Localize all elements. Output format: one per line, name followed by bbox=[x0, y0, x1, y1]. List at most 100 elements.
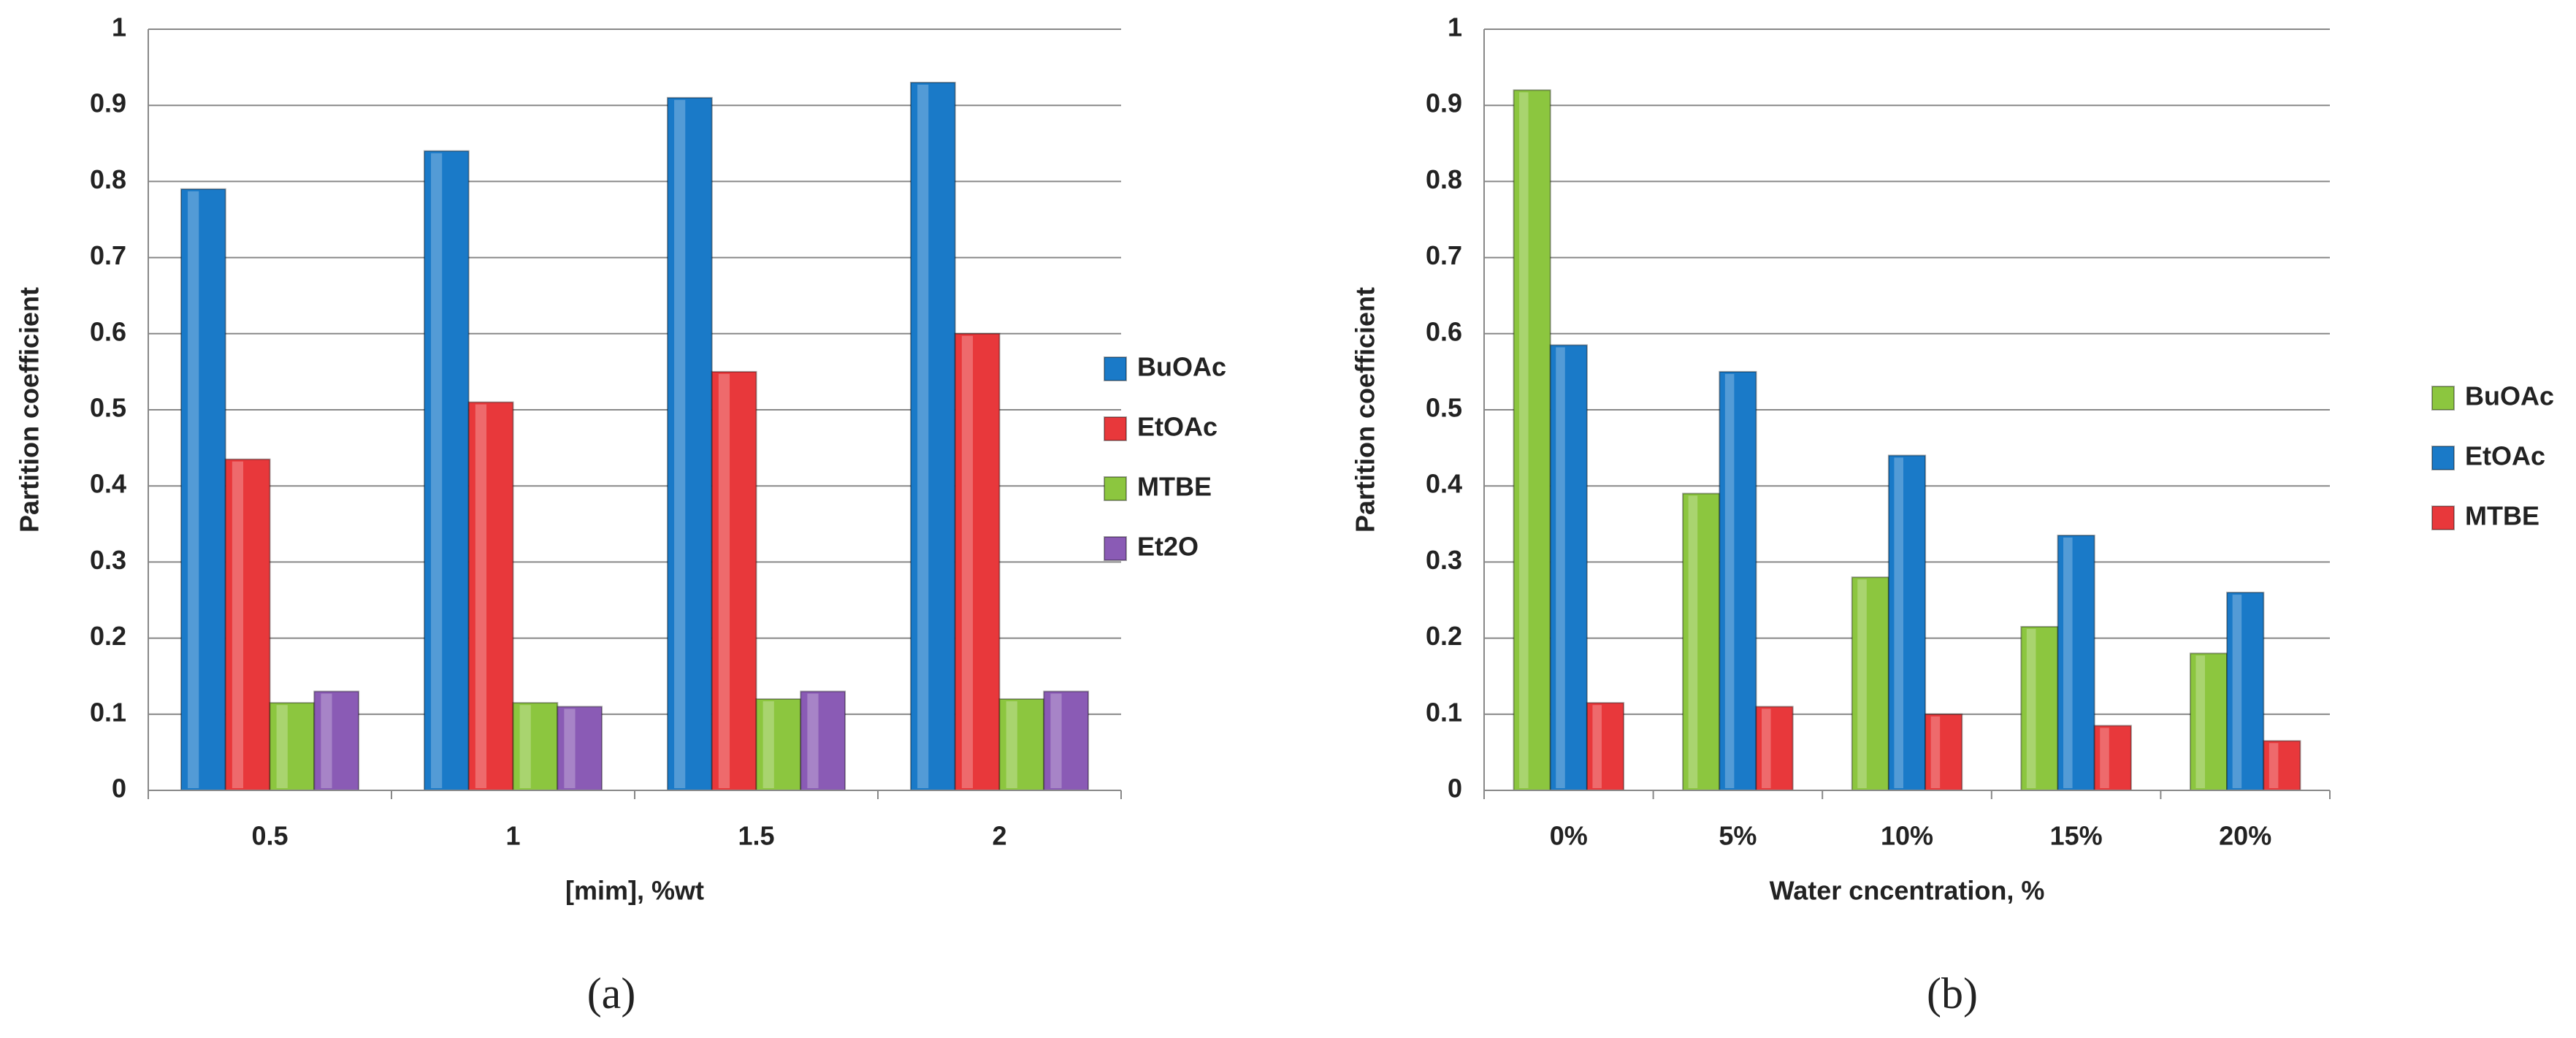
bar-shine bbox=[1050, 693, 1062, 788]
y-tick-label: 0.6 bbox=[90, 316, 126, 346]
legend-swatch bbox=[1104, 356, 1127, 381]
bar-shine bbox=[2195, 655, 2206, 788]
bar bbox=[269, 702, 316, 791]
y-tick-label: 0 bbox=[112, 774, 126, 804]
y-tick-label: 0.2 bbox=[90, 621, 126, 651]
bar-shine bbox=[1688, 495, 1698, 788]
bar bbox=[800, 690, 846, 791]
bar bbox=[467, 401, 514, 791]
y-tick-label: 0.9 bbox=[1426, 88, 1462, 118]
bar-shine bbox=[917, 84, 929, 788]
y-tick-label: 0.1 bbox=[1426, 697, 1462, 727]
x-tick-label: 1 bbox=[505, 821, 520, 851]
bar bbox=[512, 702, 559, 791]
legend-swatch bbox=[2431, 386, 2455, 411]
bar bbox=[666, 96, 713, 791]
bar bbox=[2263, 740, 2301, 792]
y-tick-label: 0.3 bbox=[90, 545, 126, 575]
y-tick-label: 0.8 bbox=[1426, 164, 1462, 194]
bar-shine bbox=[519, 705, 531, 788]
bar bbox=[1719, 370, 1757, 791]
bar-shine bbox=[2063, 537, 2073, 788]
bar-shine bbox=[1592, 705, 1602, 788]
caption: (b) bbox=[1927, 969, 1978, 1018]
bar-shine bbox=[718, 373, 730, 788]
x-tick-label: 0.5 bbox=[251, 821, 288, 851]
y-tick-label: 0.5 bbox=[90, 393, 126, 423]
y-tick-label: 0.4 bbox=[90, 469, 126, 499]
y-tick-label: 0 bbox=[1448, 774, 1462, 804]
bar-shine bbox=[1857, 579, 1867, 788]
y-axis-label: Partition coefficient bbox=[15, 287, 45, 533]
y-tick-label: 1 bbox=[112, 12, 126, 42]
legend-label: EtOAc bbox=[2465, 441, 2545, 471]
y-tick-label: 1 bbox=[1448, 12, 1462, 42]
bar-shine bbox=[1762, 709, 1771, 788]
bar bbox=[954, 332, 1001, 791]
bar bbox=[1682, 492, 1721, 791]
x-tick-label: 2 bbox=[992, 821, 1006, 851]
legend-swatch bbox=[1104, 476, 1127, 501]
bar-shine bbox=[807, 693, 819, 788]
legend-swatch bbox=[2431, 505, 2455, 530]
legend-swatch bbox=[2431, 446, 2455, 470]
bar bbox=[1549, 344, 1588, 791]
y-tick-label: 0.8 bbox=[90, 164, 126, 194]
bar-shine bbox=[2232, 595, 2242, 788]
bar bbox=[2020, 625, 2059, 791]
bar bbox=[909, 81, 956, 791]
bar-shine bbox=[475, 404, 487, 788]
bar bbox=[1887, 454, 1927, 792]
bar-shine bbox=[1930, 716, 1941, 788]
bar-shine bbox=[2269, 743, 2279, 788]
y-tick-label: 0.6 bbox=[1426, 316, 1462, 346]
legend-label: Et2O bbox=[1137, 532, 1199, 562]
x-tick-label: 0% bbox=[1550, 821, 1588, 851]
y-tick-label: 0.4 bbox=[1426, 469, 1462, 499]
bar bbox=[1586, 702, 1625, 791]
bar-shine bbox=[1519, 92, 1529, 789]
bar bbox=[2226, 592, 2265, 792]
y-tick-label: 0.3 bbox=[1426, 545, 1462, 575]
bar-shine bbox=[276, 705, 288, 788]
bar-shine bbox=[1006, 701, 1017, 788]
bar bbox=[1755, 706, 1794, 792]
legend-swatch bbox=[1104, 536, 1127, 561]
y-tick-label: 0.5 bbox=[1426, 393, 1462, 423]
bar-shine bbox=[2026, 628, 2036, 788]
legend-swatch bbox=[1104, 416, 1127, 441]
x-axis-label: Water cncentration, % bbox=[1770, 876, 2045, 906]
bar bbox=[1513, 89, 1551, 792]
y-tick-label: 0.1 bbox=[90, 697, 126, 727]
x-tick-label: 15% bbox=[2050, 821, 2103, 851]
y-tick-label: 0.9 bbox=[90, 88, 126, 118]
bar-shine bbox=[674, 99, 686, 788]
bar bbox=[2189, 652, 2228, 791]
bar-shine bbox=[2100, 728, 2109, 788]
x-axis-label: [mim], %wt bbox=[565, 876, 704, 906]
y-tick-label: 0.2 bbox=[1426, 621, 1462, 651]
bar-shine bbox=[232, 461, 244, 788]
bar bbox=[1925, 713, 1963, 791]
bar-shine bbox=[1894, 457, 1903, 788]
bar-shine bbox=[431, 153, 443, 789]
legend-label: MTBE bbox=[1137, 472, 1212, 502]
x-tick-label: 1.5 bbox=[738, 821, 774, 851]
y-tick-label: 0.7 bbox=[1426, 240, 1462, 270]
bar bbox=[755, 698, 802, 792]
bar bbox=[557, 706, 603, 792]
bar-shine bbox=[321, 693, 332, 788]
y-tick-label: 0.7 bbox=[90, 240, 126, 270]
y-axis-label: Partition coefficient bbox=[1350, 287, 1380, 533]
legend-label: BuOAc bbox=[2465, 381, 2554, 411]
legend-label: EtOAc bbox=[1137, 412, 1218, 442]
bar bbox=[1043, 690, 1090, 791]
bar-shine bbox=[564, 709, 576, 788]
bar-shine bbox=[188, 191, 199, 788]
bar-shine bbox=[961, 335, 974, 788]
x-tick-label: 10% bbox=[1881, 821, 1933, 851]
x-tick-label: 20% bbox=[2219, 821, 2271, 851]
caption: (a) bbox=[587, 969, 636, 1018]
bar-shine bbox=[1556, 347, 1565, 788]
